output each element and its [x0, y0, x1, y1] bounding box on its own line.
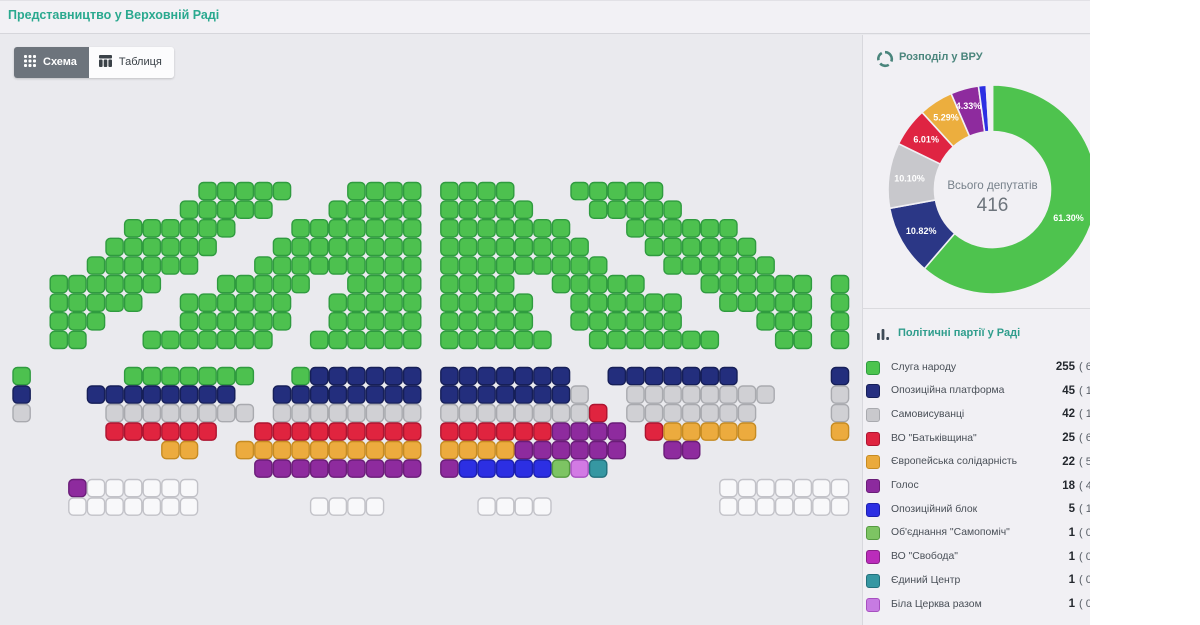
svg-text:4.33%: 4.33%	[956, 101, 982, 111]
svg-text:5.29%: 5.29%	[933, 113, 959, 123]
svg-text:416: 416	[977, 195, 1009, 216]
svg-text:10.10%: 10.10%	[894, 174, 925, 184]
svg-text:10.82%: 10.82%	[906, 226, 937, 236]
svg-text:6.01%: 6.01%	[913, 135, 939, 145]
svg-text:Всього депутатів: Всього депутатів	[947, 179, 1037, 192]
svg-text:61.30%: 61.30%	[1053, 213, 1084, 223]
